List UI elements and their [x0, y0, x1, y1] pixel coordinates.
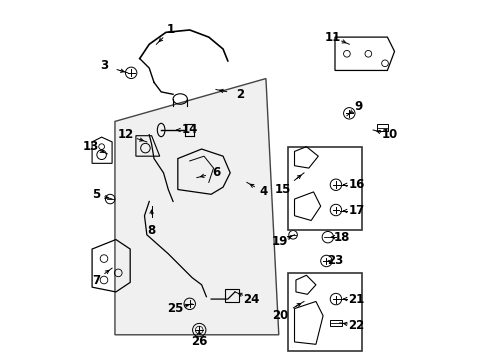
Text: 17: 17 — [347, 204, 364, 217]
Text: 20: 20 — [271, 309, 288, 322]
Text: 12: 12 — [117, 128, 133, 141]
Text: 8: 8 — [147, 224, 156, 237]
Text: 5: 5 — [92, 188, 100, 201]
Text: 23: 23 — [326, 255, 343, 267]
Text: 19: 19 — [271, 235, 288, 248]
Text: 10: 10 — [381, 128, 397, 141]
Bar — [225, 289, 238, 302]
Text: 11: 11 — [324, 31, 340, 44]
Text: 24: 24 — [243, 293, 259, 306]
Text: 7: 7 — [92, 274, 100, 287]
Text: 4: 4 — [259, 185, 267, 198]
Text: 1: 1 — [166, 23, 174, 36]
Bar — [288, 273, 362, 351]
Text: 21: 21 — [347, 293, 364, 306]
Text: 26: 26 — [191, 336, 207, 348]
Text: 13: 13 — [83, 140, 99, 153]
Bar — [288, 147, 362, 230]
Text: 2: 2 — [235, 88, 244, 101]
Text: 22: 22 — [347, 319, 364, 332]
Bar — [329, 320, 341, 326]
Text: 3: 3 — [100, 59, 108, 72]
Text: 14: 14 — [181, 123, 198, 136]
Text: 18: 18 — [333, 231, 349, 244]
Text: 16: 16 — [347, 178, 364, 191]
Polygon shape — [115, 78, 278, 335]
Text: 6: 6 — [211, 166, 220, 179]
Text: 15: 15 — [274, 183, 290, 196]
Bar — [376, 124, 387, 131]
Text: 25: 25 — [167, 302, 183, 315]
Text: 9: 9 — [354, 100, 362, 113]
